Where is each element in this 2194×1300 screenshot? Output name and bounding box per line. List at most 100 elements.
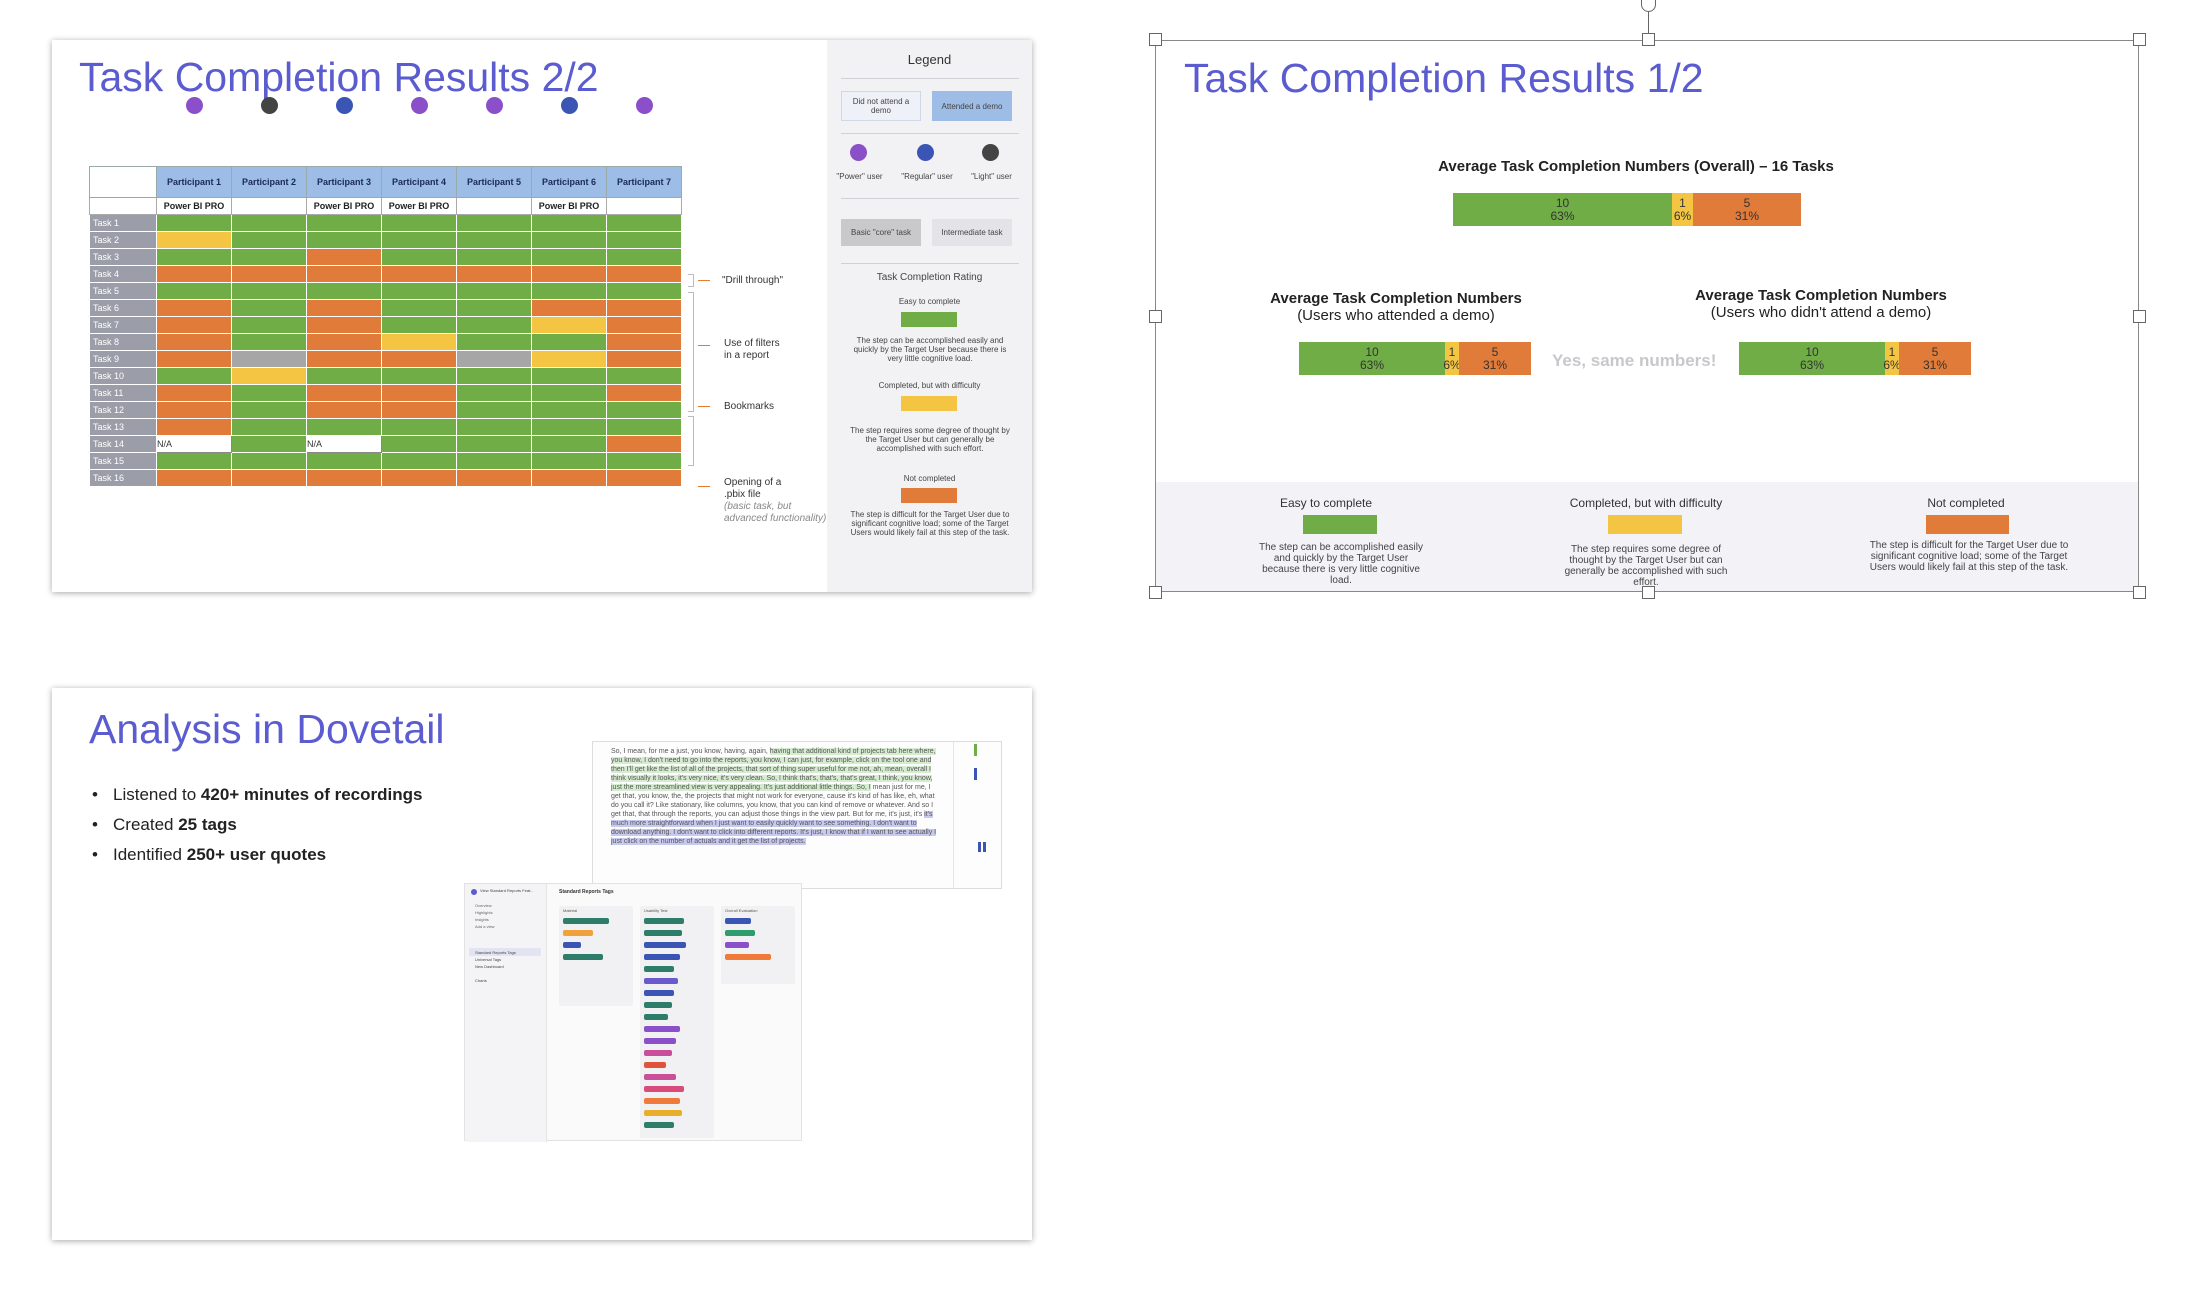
board-nav-charts: Charts xyxy=(475,978,487,983)
annotation-pbix: Opening of a .pbix file (basic task, but… xyxy=(724,477,827,524)
result-cell xyxy=(231,299,307,317)
bar-segment-orange: 5 31% xyxy=(1459,342,1531,375)
result-cell xyxy=(381,316,457,334)
bar-segment-orange: 5 31% xyxy=(1899,342,1971,375)
resize-handle-left[interactable] xyxy=(1149,310,1162,323)
result-cell xyxy=(231,265,307,283)
resize-handle-top-right[interactable] xyxy=(2133,33,2146,46)
resize-handle-bottom[interactable] xyxy=(1642,586,1655,599)
table-row: Task 3 xyxy=(89,248,682,266)
resize-handle-top-left[interactable] xyxy=(1149,33,1162,46)
result-cell xyxy=(606,333,682,351)
result-cell xyxy=(381,299,457,317)
participant-header: Participant 1 xyxy=(156,166,232,198)
rating-easy-label: Easy to complete xyxy=(898,297,961,306)
result-cell xyxy=(381,367,457,385)
legend-regular: "Regular" user xyxy=(901,172,953,181)
not-attended-heading: Average Task Completion Numbers (Users w… xyxy=(1695,287,1947,321)
board-column-title: Overall Evaluation xyxy=(725,908,758,913)
slide-dovetail[interactable]: Analysis in Dovetail Listened to 420+ mi… xyxy=(52,688,1032,1240)
segment-count: 5 xyxy=(1491,344,1499,359)
result-cell xyxy=(381,282,457,300)
board-tag xyxy=(644,966,674,972)
board-column: Usability Test xyxy=(640,906,714,1138)
participant-type-dot xyxy=(410,97,428,114)
result-cell xyxy=(231,333,307,351)
license-cell xyxy=(456,197,532,215)
board-sidebar: View Standard Reports Feat... Overview H… xyxy=(465,884,547,1142)
rotate-handle-icon[interactable] xyxy=(1641,0,1656,12)
board-tag xyxy=(644,1050,672,1056)
result-cell xyxy=(306,282,382,300)
result-cell xyxy=(156,248,232,266)
rating-footer: Easy to complete The step can be accompl… xyxy=(1156,482,2138,591)
result-cell xyxy=(456,350,532,368)
slide-task-completion-2[interactable]: Task Completion Results 2/2 Participant … xyxy=(52,40,1032,592)
result-cell xyxy=(306,316,382,334)
task-label: Task 4 xyxy=(89,265,157,283)
result-cell xyxy=(456,469,532,487)
task-label: Task 14 xyxy=(89,435,157,453)
result-cell xyxy=(306,299,382,317)
resize-handle-bottom-left[interactable] xyxy=(1149,586,1162,599)
participant-type-dot xyxy=(635,97,653,114)
segment-percent: 31% xyxy=(1734,208,1760,223)
resize-handle-top[interactable] xyxy=(1642,33,1655,46)
result-cell xyxy=(156,367,232,385)
segment-count: 1 xyxy=(1888,344,1896,359)
result-cell xyxy=(231,248,307,266)
legend-not-attended: Did not attend a demo xyxy=(841,91,921,121)
bullet-item: Created 25 tags xyxy=(90,810,422,840)
result-cell xyxy=(606,231,682,249)
bar-segment-green: 10 63% xyxy=(1299,342,1445,375)
segment-count: 10 xyxy=(1805,344,1819,359)
board-page-title: Standard Reports Tags xyxy=(559,889,614,895)
board-tag xyxy=(644,1062,666,1068)
resize-handle-right[interactable] xyxy=(2133,310,2146,323)
board-tag xyxy=(644,954,680,960)
dovetail-board-screenshot: View Standard Reports Feat... Overview H… xyxy=(464,883,802,1142)
footer-easy-label: Easy to complete xyxy=(1279,496,1373,510)
result-cell xyxy=(231,231,307,249)
task-label: Task 8 xyxy=(89,333,157,351)
task-label: Task 13 xyxy=(89,418,157,436)
result-cell xyxy=(456,214,532,232)
board-tag xyxy=(644,978,678,984)
result-cell xyxy=(606,367,682,385)
result-cell xyxy=(456,231,532,249)
board-column: Overall Evaluation xyxy=(721,906,795,984)
bar-segment-yellow: 1 6% xyxy=(1883,342,1901,375)
task-label: Task 7 xyxy=(89,316,157,334)
result-cell xyxy=(306,265,382,283)
highlight-marker xyxy=(974,744,977,756)
participant-type-dot xyxy=(185,97,203,114)
result-cell xyxy=(306,367,382,385)
table-row: Task 9 xyxy=(89,350,682,368)
task-label: Task 10 xyxy=(89,367,157,385)
result-cell xyxy=(531,248,607,266)
rating-difficulty-swatch xyxy=(901,396,957,411)
resize-handle-bottom-right[interactable] xyxy=(2133,586,2146,599)
result-cell xyxy=(156,401,232,419)
footer-easy-swatch xyxy=(1303,515,1377,534)
result-cell xyxy=(531,282,607,300)
legend-power: "Power" user xyxy=(836,172,883,181)
brace-bookmarks xyxy=(688,416,694,466)
board-tag xyxy=(644,1002,672,1008)
result-cell xyxy=(606,248,682,266)
result-cell xyxy=(306,350,382,368)
result-cell xyxy=(156,350,232,368)
result-cell xyxy=(531,418,607,436)
result-cell xyxy=(531,231,607,249)
power-user-dot xyxy=(850,144,867,161)
attended-bar: 10 63% 1 6% 5 31% xyxy=(1299,342,1531,375)
slide-task-completion-1[interactable]: Task Completion Results 1/2 Average Task… xyxy=(1155,40,2139,592)
result-cell xyxy=(531,435,607,453)
rating-easy-desc: The step can be accomplished easily and … xyxy=(853,336,1007,363)
legend-attended: Attended a demo xyxy=(932,91,1012,121)
result-cell xyxy=(306,418,382,436)
task-label: Task 12 xyxy=(89,401,157,419)
license-cell: Power BI PRO xyxy=(306,197,382,215)
table-row: Task 1 xyxy=(89,214,682,232)
result-cell xyxy=(531,401,607,419)
